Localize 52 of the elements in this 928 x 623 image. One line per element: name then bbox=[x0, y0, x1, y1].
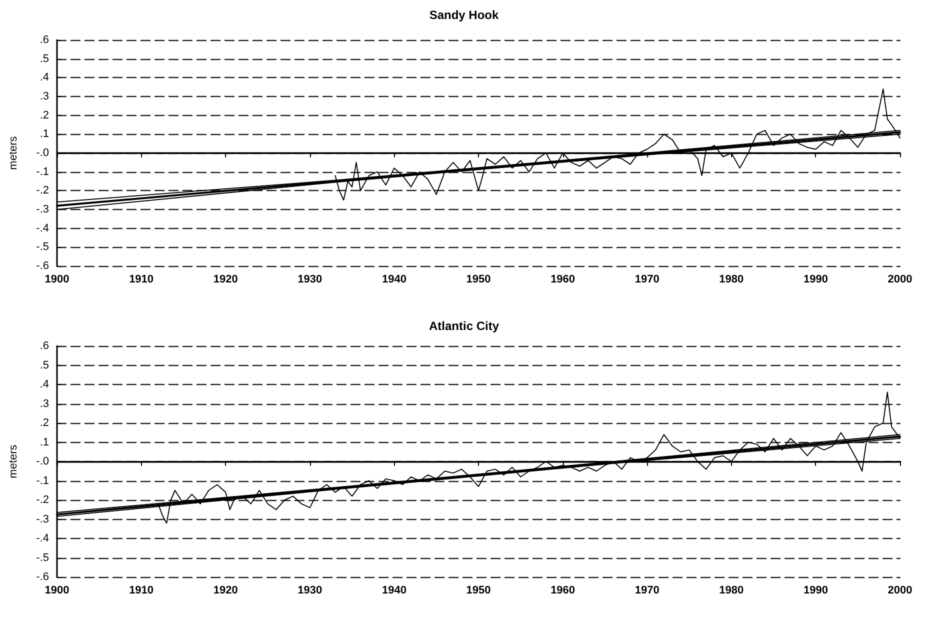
y-tick-label: -.1 bbox=[36, 166, 49, 178]
x-tick-label: 1970 bbox=[634, 274, 660, 286]
x-tick-label: 1940 bbox=[382, 584, 406, 596]
x-tick-label: 1950 bbox=[466, 274, 491, 286]
y-tick-label: .3 bbox=[40, 90, 49, 102]
x-tick-label: 1920 bbox=[213, 584, 238, 596]
y-tick-label: -.3 bbox=[36, 204, 49, 216]
y-tick-label: -.2 bbox=[36, 184, 49, 197]
y-tick-label: -.6 bbox=[36, 571, 49, 583]
y-tick-label: .6 bbox=[40, 34, 49, 46]
y-tick-label: .5 bbox=[40, 359, 49, 372]
y-tick-label: .2 bbox=[40, 109, 49, 122]
y-tick-label: .4 bbox=[40, 72, 49, 84]
y-tick-label: -.2 bbox=[36, 494, 49, 506]
y-tick-label: .6 bbox=[40, 340, 49, 352]
y-axis-title: meters bbox=[8, 136, 20, 170]
x-tick-label: 1970 bbox=[634, 584, 660, 596]
y-tick-label: -.3 bbox=[36, 513, 49, 526]
y-axis-title: meters bbox=[8, 444, 20, 478]
y-tick-label: .1 bbox=[40, 436, 49, 448]
y-tick-label: .4 bbox=[40, 378, 49, 390]
x-tick-label: 1990 bbox=[803, 274, 828, 286]
x-tick-label: 1980 bbox=[719, 274, 744, 286]
y-tick-label: -.5 bbox=[36, 552, 49, 564]
x-tick-label: 1930 bbox=[298, 274, 322, 286]
x-tick-label: 1960 bbox=[550, 274, 576, 286]
x-tick-label: 1940 bbox=[382, 274, 406, 286]
x-tick-label: 1910 bbox=[129, 274, 154, 286]
y-tick-label: .5 bbox=[40, 52, 49, 65]
chart-title: Sandy Hook bbox=[429, 8, 499, 22]
y-tick-label: .2 bbox=[40, 417, 49, 429]
x-tick-label: 1990 bbox=[803, 584, 828, 596]
y-tick-label: -.5 bbox=[36, 241, 49, 254]
x-tick-label: 2000 bbox=[888, 584, 912, 596]
x-tick-label: 1900 bbox=[44, 274, 70, 286]
y-tick-label: -.6 bbox=[36, 260, 49, 272]
y-tick-label: -.0 bbox=[36, 147, 49, 159]
chart-title: Atlantic City bbox=[428, 319, 500, 333]
y-tick-label: .1 bbox=[40, 128, 49, 140]
x-tick-label: 1950 bbox=[466, 584, 491, 596]
y-tick-label: -.0 bbox=[36, 456, 49, 468]
x-tick-label: 1900 bbox=[44, 584, 70, 596]
y-tick-label: -.1 bbox=[36, 474, 49, 487]
x-tick-label: 1910 bbox=[129, 584, 154, 596]
x-tick-label: 1960 bbox=[550, 584, 576, 596]
x-tick-label: 1930 bbox=[298, 584, 322, 596]
x-tick-label: 2000 bbox=[888, 274, 912, 286]
y-tick-label: .3 bbox=[40, 398, 49, 410]
y-tick-label: -.4 bbox=[36, 222, 49, 234]
x-tick-label: 1980 bbox=[719, 584, 744, 596]
y-tick-label: -.4 bbox=[36, 532, 49, 544]
x-tick-label: 1920 bbox=[213, 274, 238, 286]
